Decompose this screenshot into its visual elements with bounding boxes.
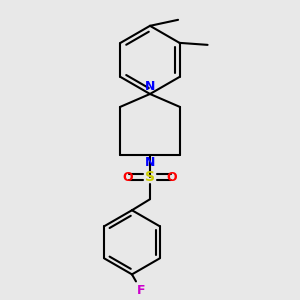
Text: S: S (145, 170, 155, 184)
Text: O: O (123, 171, 133, 184)
Text: N: N (145, 156, 155, 169)
Text: O: O (167, 171, 177, 184)
Text: N: N (145, 80, 155, 94)
Text: F: F (137, 284, 146, 297)
